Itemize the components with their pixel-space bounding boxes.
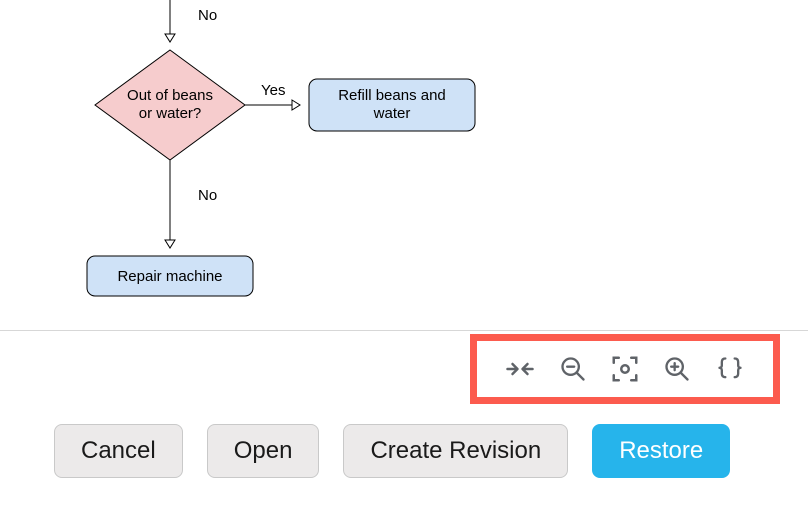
fit-screen-icon[interactable] [608, 352, 642, 386]
node-label: Refill beans and [338, 87, 446, 104]
edge-label-no-2: No [198, 187, 217, 204]
edge-label-yes: Yes [261, 82, 285, 99]
node-decision-beans-water[interactable]: Out of beans or water? [95, 50, 245, 160]
zoom-toolbar-row [0, 331, 808, 411]
zoom-in-icon[interactable] [660, 352, 694, 386]
collapse-horizontal-icon[interactable] [503, 352, 537, 386]
edge-label-no-1: No [198, 7, 217, 24]
node-label: water [373, 105, 411, 122]
diagram-canvas[interactable]: No Out of beans or water? Yes Refill bea… [0, 0, 808, 330]
braces-icon[interactable] [713, 352, 747, 386]
flowchart-svg: No Out of beans or water? Yes Refill bea… [0, 0, 808, 330]
open-button[interactable]: Open [207, 424, 320, 478]
footer-buttons: Cancel Open Create Revision Restore [0, 411, 808, 491]
highlighted-toolbar [470, 334, 780, 404]
zoom-out-icon[interactable] [556, 352, 590, 386]
node-label: or water? [139, 105, 202, 122]
node-label: Out of beans [127, 87, 213, 104]
node-refill-beans[interactable]: Refill beans and water [309, 79, 475, 131]
node-label: Repair machine [117, 268, 222, 285]
cancel-button[interactable]: Cancel [54, 424, 183, 478]
restore-button[interactable]: Restore [592, 424, 730, 478]
create-revision-button[interactable]: Create Revision [343, 424, 568, 478]
node-repair-machine[interactable]: Repair machine [87, 256, 253, 296]
